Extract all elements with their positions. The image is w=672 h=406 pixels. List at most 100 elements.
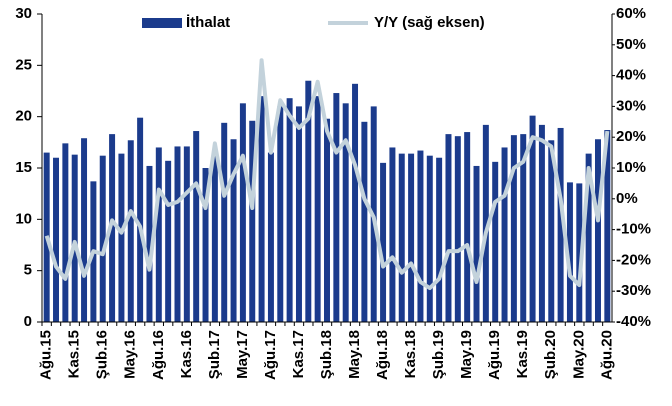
y-tick-label: 30 xyxy=(15,5,32,22)
bar xyxy=(118,153,125,322)
bar xyxy=(305,80,312,322)
bar xyxy=(566,182,573,322)
bar xyxy=(361,121,368,322)
x-tick-label: Kas.19 xyxy=(514,330,531,378)
y-tick-label: 25 xyxy=(15,56,32,73)
x-tick-label: Ağu.20 xyxy=(598,330,615,380)
y2-tick-label: 60% xyxy=(616,5,646,22)
bar xyxy=(286,98,293,322)
bar xyxy=(314,96,321,322)
x-tick-label: Şub.16 xyxy=(94,330,111,379)
y2-tick-label: -30% xyxy=(616,282,651,299)
x-tick-label: Ağu.19 xyxy=(486,330,503,380)
bar xyxy=(454,136,461,322)
bar xyxy=(146,165,153,322)
x-tick-label: Ağu.17 xyxy=(262,330,279,380)
bar xyxy=(211,154,218,322)
y2-tick-label: -40% xyxy=(616,313,651,330)
y2-tick-label: 40% xyxy=(616,67,646,84)
bar xyxy=(473,165,480,322)
legend-label: İthalat xyxy=(186,14,230,31)
bar xyxy=(520,134,527,322)
bar xyxy=(548,140,555,322)
bar xyxy=(510,135,517,322)
y-tick-label: 5 xyxy=(24,262,32,279)
bar xyxy=(324,118,330,322)
bar xyxy=(389,147,396,322)
bar xyxy=(342,103,349,322)
x-tick-label: May.18 xyxy=(346,330,363,379)
bar xyxy=(333,93,340,322)
y2-tick-label: 0% xyxy=(616,190,638,207)
bar xyxy=(62,143,69,322)
bar xyxy=(165,160,172,322)
bar xyxy=(249,120,256,322)
bar xyxy=(295,106,302,323)
bar xyxy=(352,83,359,323)
bar xyxy=(594,139,601,322)
x-tick-label: Şub.19 xyxy=(430,330,447,379)
bar xyxy=(221,122,228,323)
y2-tick-label: 20% xyxy=(616,128,646,145)
y2-tick-label: -10% xyxy=(616,221,651,238)
y-tick-label: 20 xyxy=(15,108,32,125)
bar xyxy=(380,162,387,322)
y2-tick-label: 10% xyxy=(616,159,646,176)
bar xyxy=(230,139,237,322)
x-tick-label: Şub.20 xyxy=(542,330,559,379)
bar xyxy=(417,150,424,322)
x-tick-label: May.17 xyxy=(234,330,251,379)
x-tick-label: Kas.17 xyxy=(290,330,307,378)
bar xyxy=(426,155,433,322)
y2-tick-label: 50% xyxy=(616,36,646,53)
bar xyxy=(71,154,78,322)
bar xyxy=(267,152,274,322)
bar xyxy=(576,183,583,322)
bar xyxy=(137,117,144,323)
x-tick-label: May.19 xyxy=(458,330,475,379)
bar xyxy=(408,153,415,322)
x-tick-label: Ağu.16 xyxy=(150,330,167,380)
legend-swatch xyxy=(142,18,182,28)
bar xyxy=(398,153,405,322)
bar xyxy=(109,134,116,322)
bar xyxy=(436,157,443,322)
x-tick-label: May.20 xyxy=(570,330,587,379)
y-tick-label: 15 xyxy=(15,159,32,176)
x-tick-label: May.16 xyxy=(122,330,139,379)
bar xyxy=(538,124,545,322)
bar xyxy=(258,96,265,322)
bar xyxy=(174,146,181,322)
bar xyxy=(464,132,471,322)
bar xyxy=(445,134,452,322)
bar xyxy=(501,147,508,322)
bar xyxy=(585,153,592,322)
bar xyxy=(557,127,564,323)
bar xyxy=(155,147,162,322)
bar xyxy=(99,155,106,322)
x-tick-label: Kas.18 xyxy=(402,330,419,378)
bar xyxy=(277,106,284,323)
bar xyxy=(127,140,134,322)
bar xyxy=(604,130,611,322)
y2-tick-label: 30% xyxy=(616,97,646,114)
line xyxy=(44,58,610,291)
x-tick-label: Şub.18 xyxy=(318,330,335,379)
x-tick-label: Şub.17 xyxy=(206,330,223,379)
bar xyxy=(482,124,489,322)
y2-tick-label: -20% xyxy=(616,251,651,268)
x-tick-label: Kas.15 xyxy=(66,330,83,378)
bar xyxy=(529,115,536,322)
bar xyxy=(239,103,246,322)
bar xyxy=(53,157,60,322)
bar xyxy=(81,138,88,322)
x-tick-label: Ağu.18 xyxy=(374,330,391,380)
bar xyxy=(183,146,190,322)
bar xyxy=(492,161,499,322)
y-tick-label: 0 xyxy=(24,313,32,330)
x-tick-label: Ağu.15 xyxy=(38,330,55,380)
legend-label: Y/Y (sağ eksen) xyxy=(374,14,485,31)
bar xyxy=(202,168,209,322)
bar xyxy=(193,131,200,322)
